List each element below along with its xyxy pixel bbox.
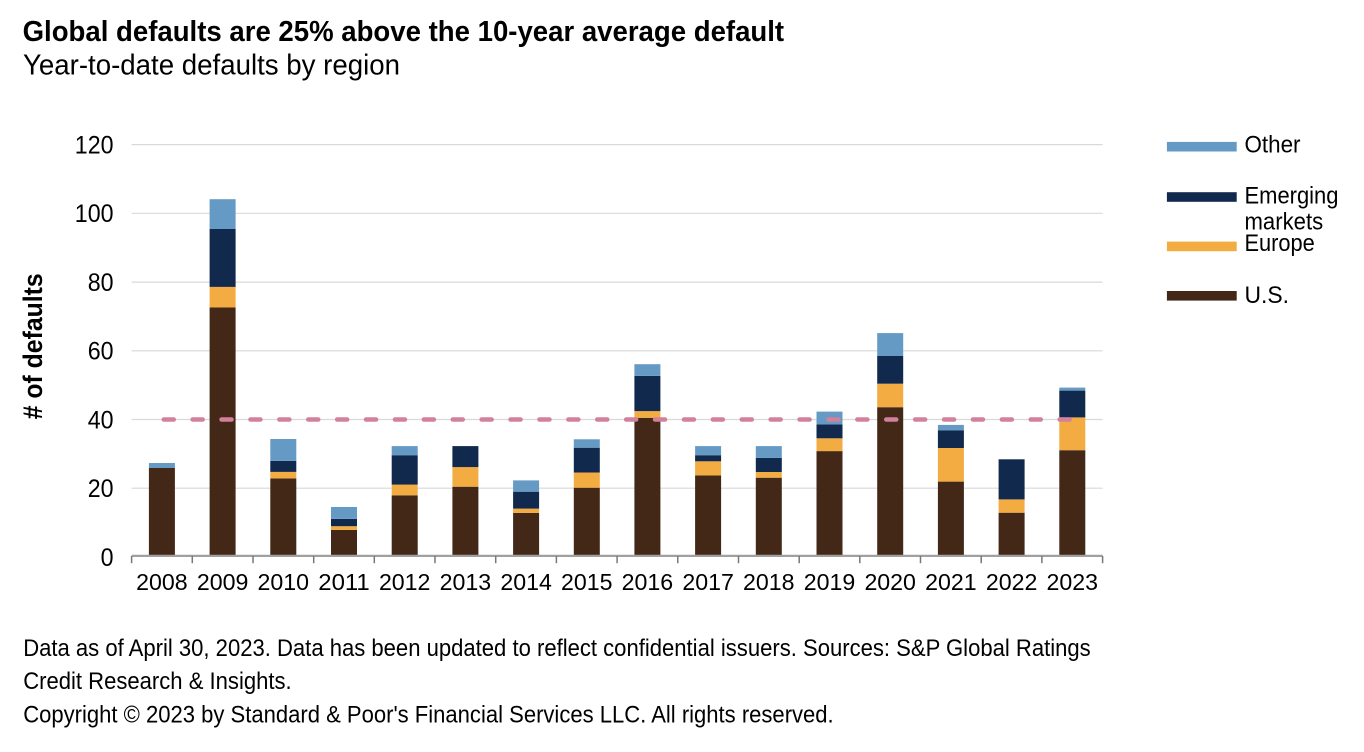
svg-text:80: 80 <box>88 269 114 297</box>
svg-text:Year-to-date defaults by regio: Year-to-date defaults by region <box>23 49 400 81</box>
svg-text:2011: 2011 <box>318 569 370 595</box>
svg-text:Credit Research & Insights.: Credit Research & Insights. <box>23 668 292 695</box>
svg-text:40: 40 <box>88 406 114 434</box>
svg-text:U.S.: U.S. <box>1245 282 1290 309</box>
svg-text:2010: 2010 <box>258 569 310 595</box>
svg-text:2017: 2017 <box>682 569 734 595</box>
svg-text:2022: 2022 <box>986 569 1038 595</box>
svg-text:2014: 2014 <box>500 569 552 595</box>
svg-text:Emerging: Emerging <box>1245 183 1339 210</box>
svg-text:2008: 2008 <box>136 569 188 595</box>
svg-text:Europe: Europe <box>1245 230 1315 257</box>
svg-text:2018: 2018 <box>743 569 795 595</box>
svg-text:60: 60 <box>88 338 114 366</box>
svg-text:2020: 2020 <box>864 569 916 595</box>
svg-text:0: 0 <box>101 544 114 572</box>
svg-text:markets: markets <box>1245 209 1324 236</box>
svg-text:2021: 2021 <box>925 569 977 595</box>
svg-text:Global defaults are 25% above: Global defaults are 25% above the 10-yea… <box>23 16 785 48</box>
svg-text:120: 120 <box>75 132 114 160</box>
svg-text:Data as of April 30, 2023. Dat: Data as of April 30, 2023. Data has been… <box>23 635 1091 662</box>
svg-text:2016: 2016 <box>622 569 674 595</box>
svg-text:2019: 2019 <box>804 569 856 595</box>
svg-text:2009: 2009 <box>197 569 249 595</box>
svg-text:100: 100 <box>75 200 114 228</box>
svg-text:Other: Other <box>1245 132 1301 159</box>
svg-text:2023: 2023 <box>1047 569 1099 595</box>
svg-text:2015: 2015 <box>561 569 613 595</box>
svg-text:Copyright © 2023 by Standard &: Copyright © 2023 by Standard & Poor's Fi… <box>23 701 834 728</box>
svg-text:# of defaults: # of defaults <box>18 273 48 419</box>
svg-text:2012: 2012 <box>379 569 431 595</box>
svg-text:20: 20 <box>88 475 114 503</box>
svg-text:2013: 2013 <box>440 569 492 595</box>
